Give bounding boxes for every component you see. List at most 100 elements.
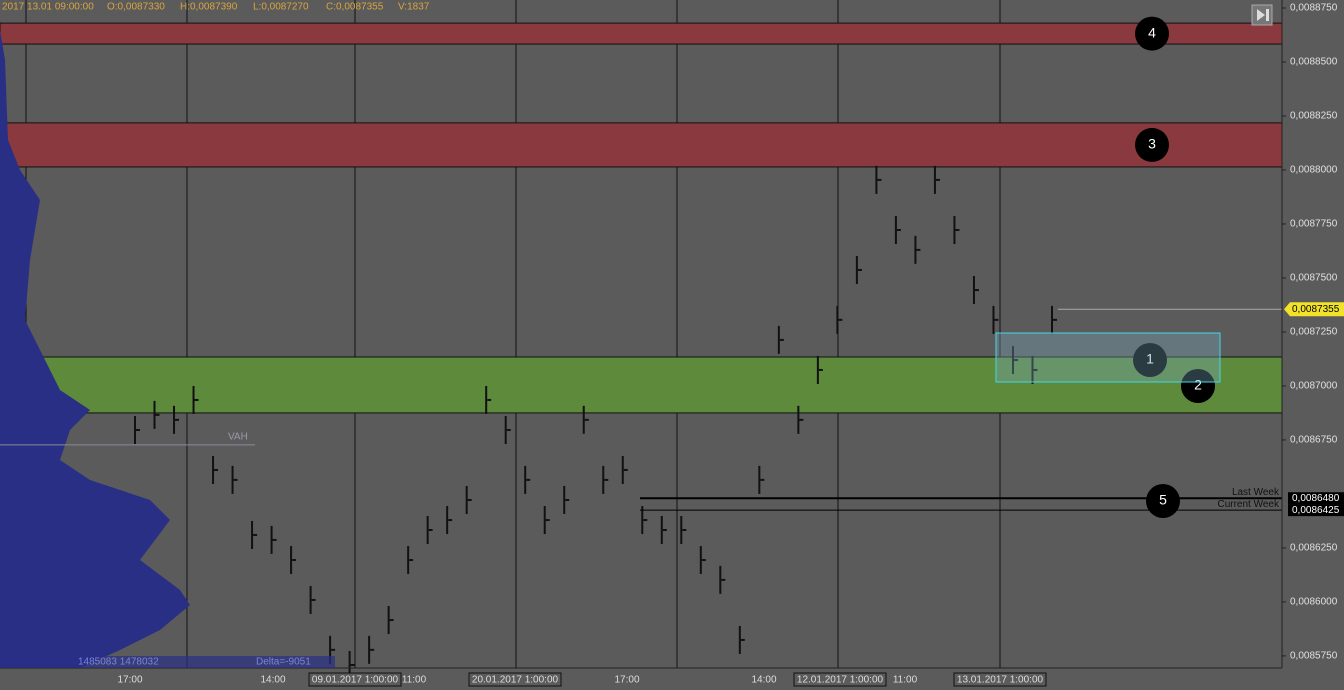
volume-profile: [0, 30, 190, 668]
zone: [0, 356, 1283, 414]
selection-box: [995, 332, 1221, 383]
price-bar: [777, 325, 780, 354]
zone: [0, 122, 1283, 168]
price-bar: [329, 635, 332, 664]
price-bar: [1031, 355, 1034, 384]
x-tick-label: 13.01.2017 1:00:00: [957, 675, 1044, 686]
price-bar: [173, 405, 176, 434]
price-notch: [272, 538, 277, 541]
header-time: 2017 13.01 09:00:00: [2, 2, 94, 13]
price-notch: [877, 178, 882, 181]
price-notch: [409, 559, 414, 562]
price-bar: [855, 255, 858, 284]
price-notch: [838, 318, 843, 321]
vah-label: VAH: [228, 432, 248, 443]
y-tick-label: 0,0088750: [1290, 3, 1338, 14]
price-notch: [194, 398, 199, 401]
price-notch: [565, 498, 570, 501]
price-bar: [602, 465, 605, 494]
x-tick-label: 11:00: [402, 675, 427, 686]
marker-circle: [1181, 369, 1215, 403]
price-notch: [779, 338, 784, 341]
x-label-box: [953, 672, 1047, 687]
header-volume: V:1837: [398, 2, 430, 13]
price-notch: [311, 598, 316, 601]
price-bar: [816, 355, 819, 384]
price-bar: [465, 485, 468, 514]
v-grid: [25, 0, 1001, 668]
y-tick-label: 0,0086750: [1290, 435, 1338, 446]
y-tick-label: 0,0086000: [1290, 597, 1338, 608]
price-notch: [175, 418, 180, 421]
price-notch: [331, 648, 336, 651]
price-bar: [426, 515, 429, 544]
level-name: Last Week: [1232, 487, 1280, 498]
y-tick-label: 0,0087750: [1290, 219, 1338, 230]
price-bar: [914, 235, 917, 264]
marker-label: 5: [1159, 492, 1167, 508]
level-label: 0,0086480: [1292, 493, 1340, 504]
price-notch: [1033, 368, 1038, 371]
price-notch: [721, 578, 726, 581]
price-notch: [740, 638, 745, 641]
price-bar: [992, 305, 995, 334]
footer-bar: [0, 656, 335, 668]
y-tick-label: 0,0086250: [1290, 543, 1338, 554]
price-bar: [309, 585, 312, 614]
x-label-box: [793, 672, 887, 687]
price-bar: [621, 455, 624, 484]
price-bar: [153, 400, 156, 429]
x-tick-label: 17:00: [117, 675, 142, 686]
price-bar: [660, 515, 663, 544]
price-axis: [1282, 0, 1344, 690]
footer-volumes: 1485083 1478032: [78, 657, 159, 668]
y-tick-label: 0,0087500: [1290, 273, 1338, 284]
price-bar: [719, 565, 722, 594]
price-notch: [467, 498, 472, 501]
price-bar: [504, 415, 507, 444]
price-bar: [972, 276, 975, 305]
price-bar: [485, 385, 488, 414]
level-label: 0,0086425: [1292, 505, 1340, 516]
y-tick-label: 0,0088000: [1290, 165, 1338, 176]
current-price-label: 0,0087355: [1292, 304, 1340, 315]
price-notch: [623, 468, 628, 471]
x-tick-label: 17:00: [614, 675, 639, 686]
price-notch: [448, 519, 453, 522]
marker-circle: [1146, 484, 1180, 518]
price-notch: [428, 528, 433, 531]
price-bar: [192, 385, 195, 414]
price-notch: [701, 559, 706, 562]
price-notch: [857, 268, 862, 271]
price-bar: [348, 650, 351, 679]
y-tick-label: 0,0088250: [1290, 111, 1338, 122]
header-close: C:0,0087355: [326, 2, 384, 13]
header-open: O:0,0087330: [107, 2, 165, 13]
price-bar: [524, 465, 527, 494]
level-badge: [1288, 504, 1344, 517]
x-tick-label: 11:00: [893, 675, 918, 686]
price-notch: [935, 178, 940, 181]
price-notch: [643, 519, 648, 522]
marker-label: 4: [1148, 24, 1156, 40]
x-label-box: [308, 672, 402, 687]
price-notch: [350, 663, 355, 666]
y-tick-label: 0,0087000: [1290, 381, 1338, 392]
price-notch: [155, 413, 160, 416]
price-notch: [506, 428, 511, 431]
price-notch: [955, 229, 960, 232]
marker-circle: [1135, 127, 1169, 162]
header-high: H:0,0087390: [180, 2, 238, 13]
price-notch: [136, 428, 140, 431]
zones: [0, 22, 1283, 414]
price-notch: [662, 528, 667, 531]
price-bar: [543, 506, 546, 535]
price-bar: [875, 165, 878, 194]
price-notch: [526, 478, 531, 481]
header-low: L:0,0087270: [253, 2, 309, 13]
current-price-badge: [1284, 302, 1344, 317]
price-bar: [758, 465, 761, 494]
price-bar: [212, 455, 215, 484]
